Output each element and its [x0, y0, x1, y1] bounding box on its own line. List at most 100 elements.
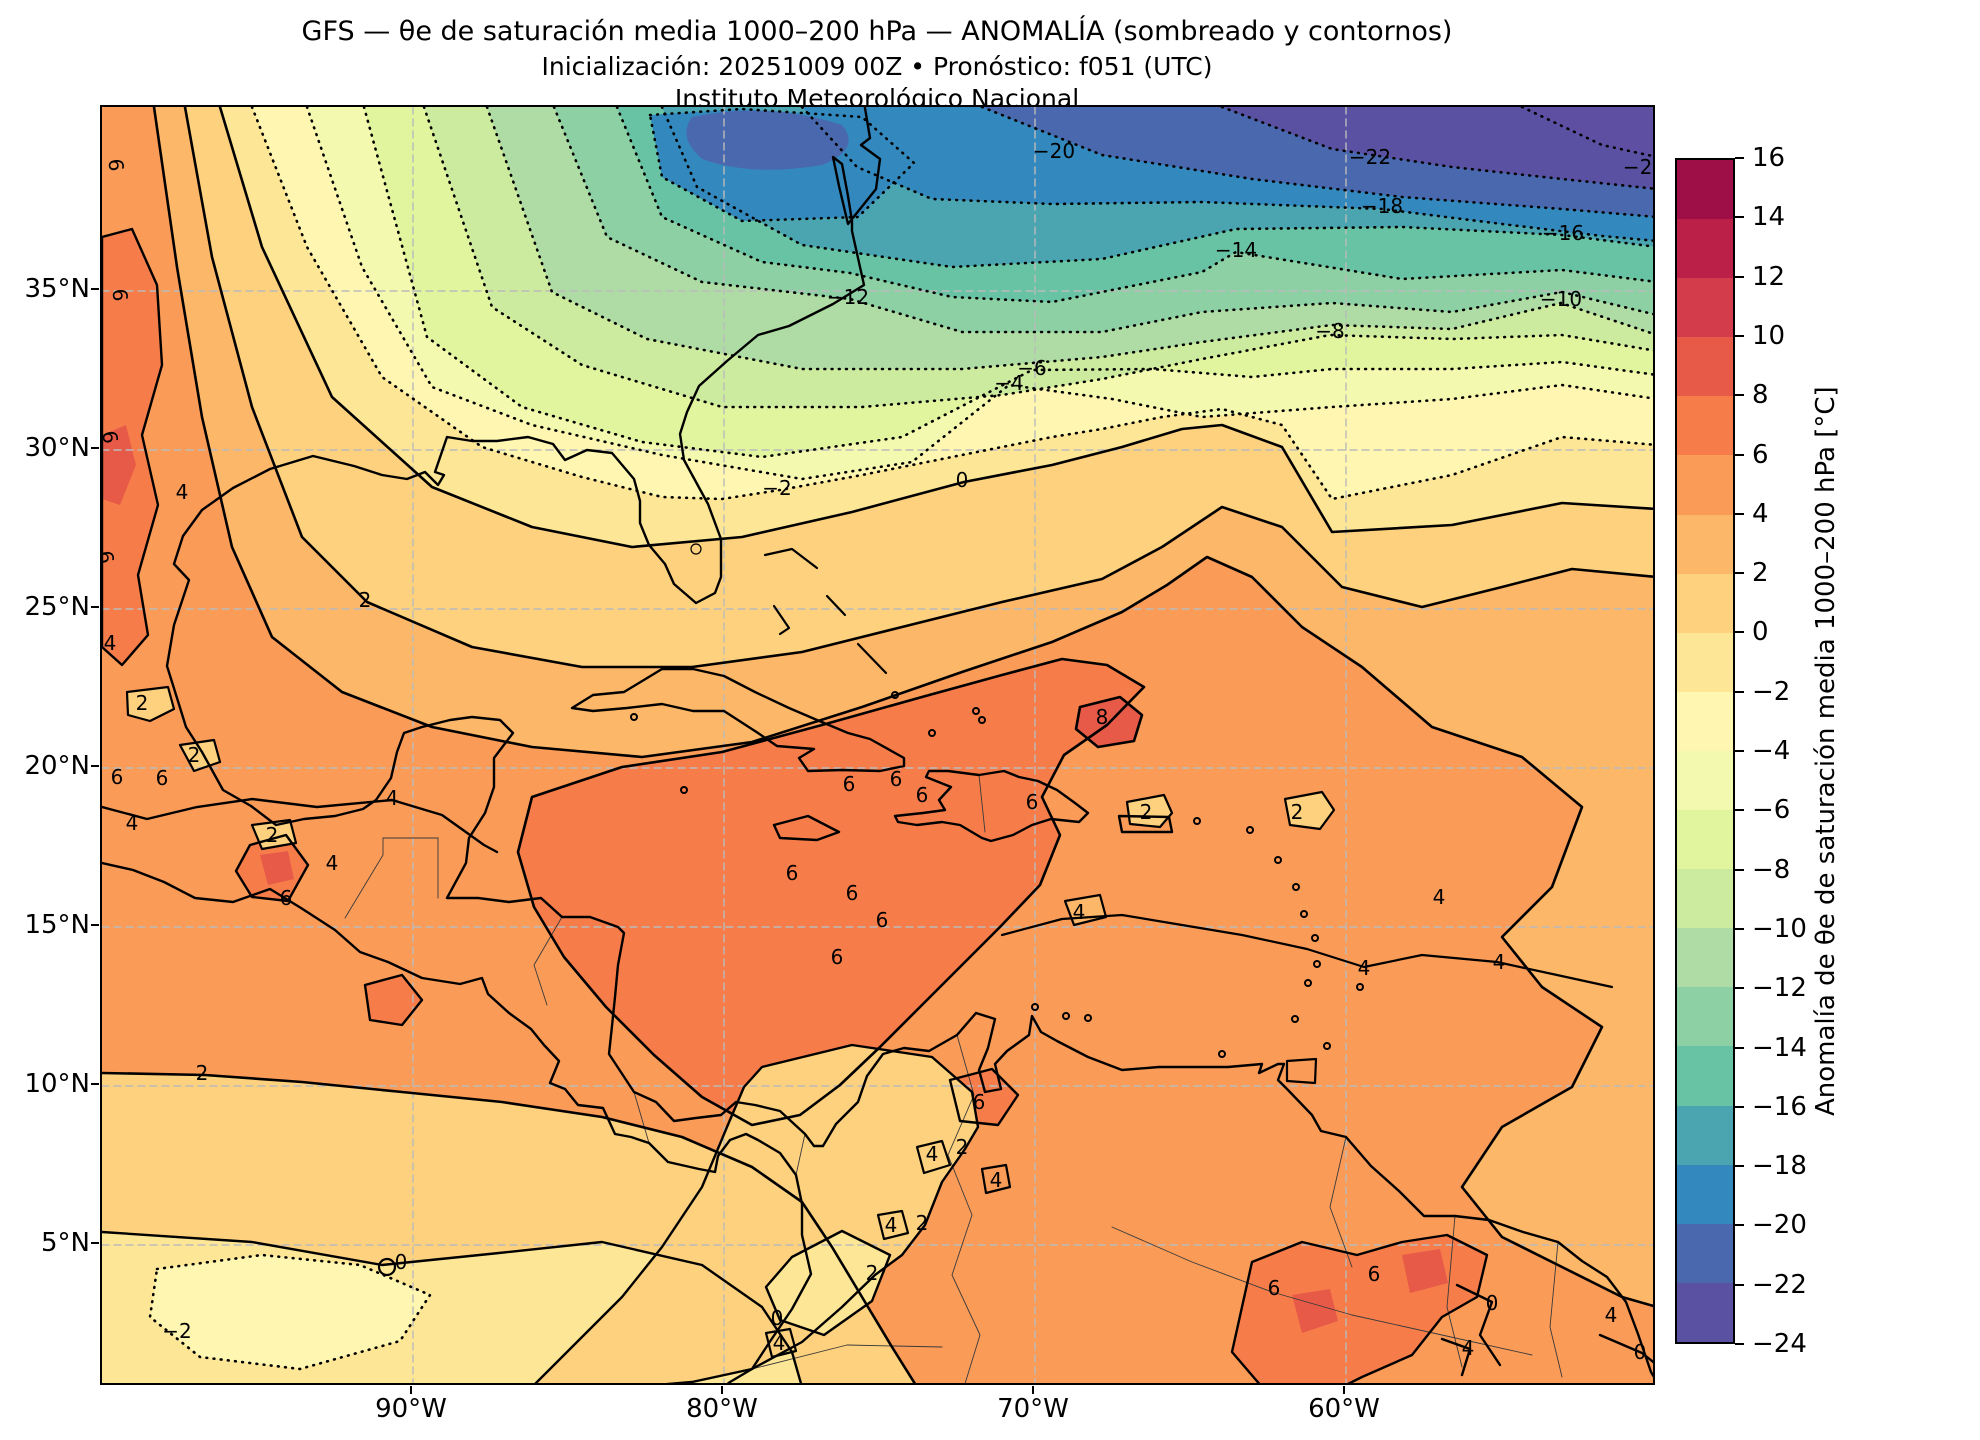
colorbar-tick [1735, 987, 1744, 990]
contour-label: −24 [1622, 155, 1653, 179]
coastline-pacific [102, 861, 813, 1383]
anomaly-map: −20−22−24−18−16−14−12−10−8−6−4−2−2026666… [100, 105, 1655, 1385]
contour-label: −12 [826, 285, 870, 309]
contour-label: 0 [770, 1306, 784, 1330]
country-border [947, 1034, 981, 1383]
country-border [978, 774, 986, 833]
island-icon [1246, 826, 1254, 834]
x-axis-tick-label: 90°W [375, 1394, 447, 1424]
contour-label: 2 [1290, 800, 1304, 824]
contour-0 [1455, 1283, 1502, 1367]
coastline-jamaica [772, 814, 841, 842]
contour-label: 6 [785, 861, 799, 885]
country-border [751, 1344, 943, 1370]
pale-spot-0-2 [1285, 792, 1334, 829]
island-icon [1193, 817, 1201, 825]
contour-label: −4 [994, 371, 1024, 395]
colorbar-tick [1735, 868, 1744, 871]
colorbar-tick [1735, 1343, 1744, 1345]
contour-label: −22 [1348, 145, 1392, 169]
contour-label: 4 [989, 1168, 1003, 1192]
country-border [1351, 1314, 1533, 1356]
contour-negative [422, 107, 1653, 409]
country-border [1446, 1215, 1463, 1368]
contour-label: 4 [1461, 1336, 1475, 1360]
colorbar [1675, 158, 1735, 1344]
colorbar-tick [1735, 572, 1744, 575]
y-axis-tick-label: 20°N [24, 751, 90, 781]
colorbar-tick-label: −4 [1752, 736, 1791, 766]
contour-label: 6 [110, 765, 124, 789]
island-icon [928, 729, 936, 737]
y-axis-tick-label: 5°N [41, 1228, 90, 1258]
contour-label: −6 [1017, 356, 1047, 380]
colorbar-segment [1677, 278, 1733, 338]
colorbar-tick [1735, 631, 1744, 634]
colorbar-tick [1735, 453, 1744, 456]
colorbar-tick [1735, 1105, 1744, 1108]
contour-label: 2 [915, 1211, 929, 1235]
island-icon [978, 716, 986, 724]
coastline-trinidad [1285, 1057, 1318, 1085]
y-axis-tick [91, 1242, 99, 1244]
contour-label: 4 [125, 811, 139, 835]
colorbar-tick [1735, 1046, 1744, 1049]
colorbar-tick-label: 4 [1752, 498, 1769, 529]
colorbar-tick [1735, 334, 1744, 337]
contour-label: 4 [772, 1331, 786, 1355]
colorbar-tick-label: 6 [1752, 439, 1769, 470]
contour-negative [1520, 107, 1653, 158]
coastline-bahamas [772, 604, 791, 636]
contour-label: −2 [762, 476, 792, 500]
contour-label: 0 [1633, 1340, 1647, 1364]
contour-label: 4 [325, 851, 339, 875]
country-border [344, 837, 384, 919]
contour-6 [363, 973, 424, 1027]
contour-2 [250, 818, 298, 851]
contour-4 [1000, 913, 1614, 989]
contour-minus2-closed [148, 1253, 432, 1371]
contour-label: 8 [1095, 705, 1109, 729]
colorbar-tick-label: 0 [1752, 617, 1769, 648]
island-icon [1313, 960, 1321, 968]
coastline-bahamas [856, 642, 888, 675]
contour-4 [152, 107, 1653, 1308]
contour-0 [377, 1257, 397, 1277]
contour-label: 4 [385, 786, 399, 810]
contour-label: 4 [1492, 950, 1506, 974]
coastline-puerto-rico [1117, 814, 1174, 834]
contour-label: 6 [842, 772, 856, 796]
contour-negative [980, 107, 1653, 218]
y-axis-tick [91, 924, 99, 926]
contour-2 [534, 1043, 980, 1383]
contour-label: 4 [1072, 900, 1086, 924]
venezuela-spot-8-10 [1292, 1289, 1338, 1333]
contour-label: 6 [915, 783, 929, 807]
contour-label: 6 [103, 157, 129, 173]
contour-6 [102, 227, 164, 667]
country-border [795, 1133, 806, 1176]
y-axis-tick-label: 35°N [24, 274, 90, 304]
country-border [633, 1091, 650, 1144]
contour-label: 4 [1432, 885, 1446, 909]
contour-label: 6 [845, 881, 859, 905]
contour-negative [800, 107, 1653, 242]
x-axis-tick [1032, 1386, 1034, 1394]
contour-label: −18 [1360, 194, 1404, 218]
colorbar-segment [1677, 1164, 1733, 1224]
colorbar-tick [1735, 1283, 1744, 1286]
colorbar-segment [1677, 219, 1733, 279]
colorbar-tick-label: −8 [1752, 854, 1791, 885]
contour-label: 6 [1367, 1262, 1381, 1286]
island-icon [630, 713, 638, 721]
country-border [533, 916, 563, 1006]
colorbar-tick [1735, 690, 1744, 693]
shading-band [1522, 107, 1653, 157]
island-icon [680, 786, 688, 794]
contour-label: 0 [394, 1250, 408, 1274]
colorbar-segment [1677, 750, 1733, 811]
mexico-spot-8-10 [260, 851, 294, 885]
y-axis-tick-label: 30°N [24, 433, 90, 463]
contour-label: 0 [955, 468, 969, 492]
colorbar-segment [1677, 337, 1733, 397]
